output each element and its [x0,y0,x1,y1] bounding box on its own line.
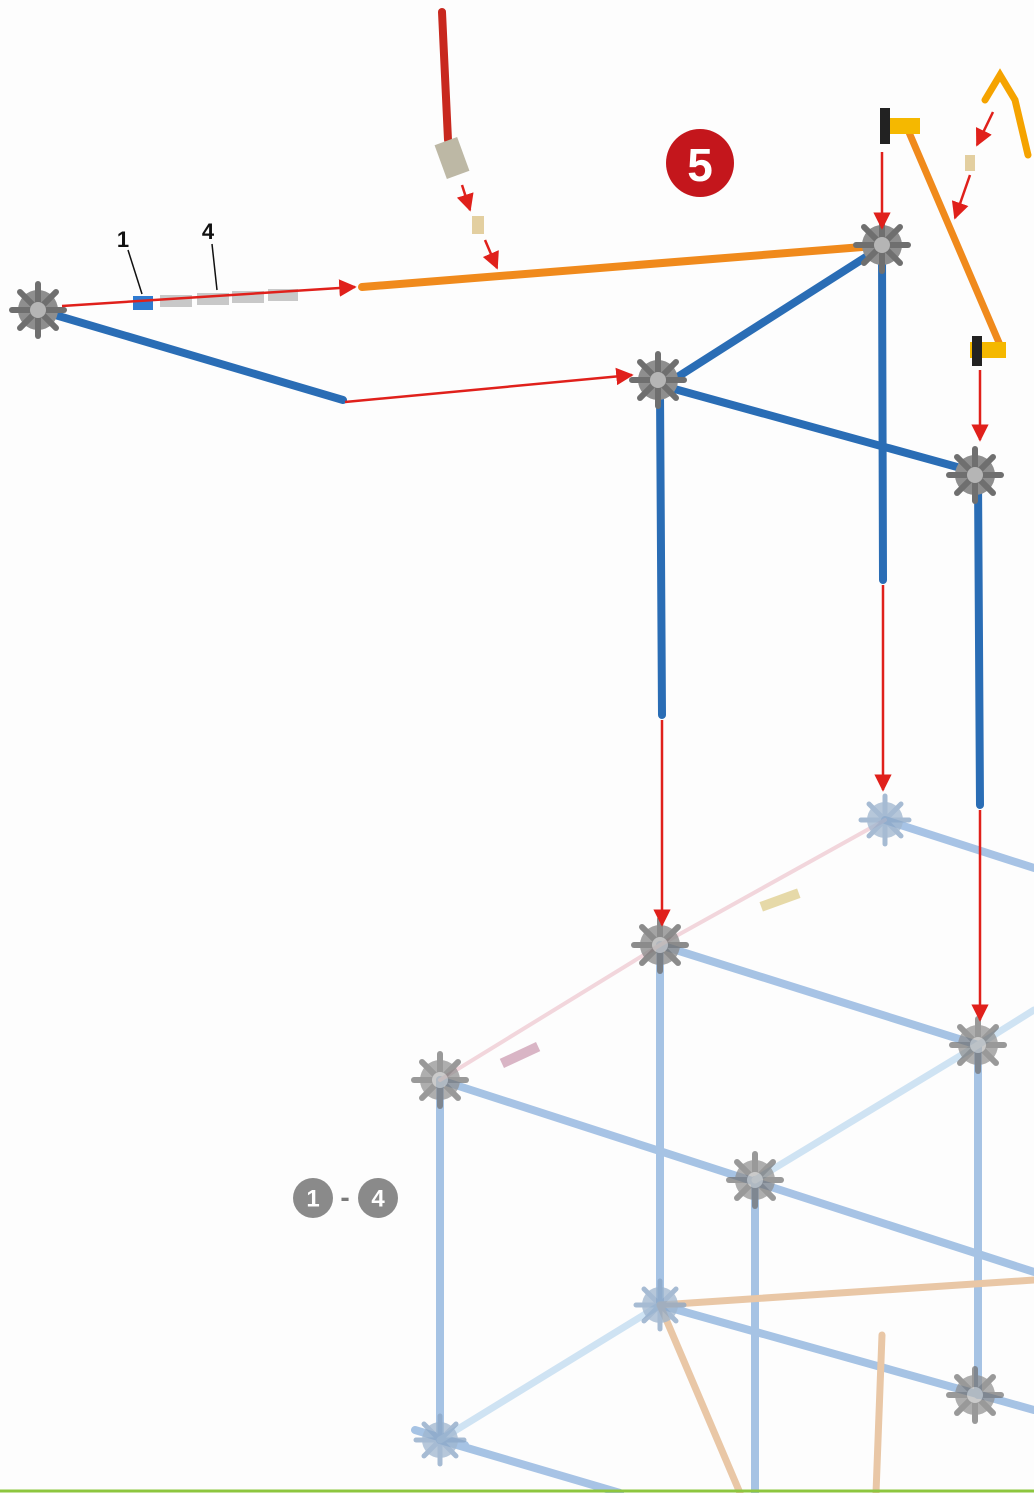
callout-label: 4 [202,219,215,244]
step-badge: 5 [666,129,734,197]
step-number: 5 [687,139,713,191]
previous-step-separator: - [340,1182,349,1213]
previous-structure [414,796,1034,1493]
callouts: 1 4 [117,219,217,294]
page: {"step": {"number": "5"}, "callouts": ["… [0,0,1034,1493]
previous-step-from: 1 [306,1186,319,1213]
step-parts [12,12,1028,805]
previous-step-to: 4 [371,1186,385,1213]
instruction-page: 1 4 5 1 - 4 [0,0,1034,1493]
callout-label: 1 [117,227,129,252]
previous-steps: 1 - 4 [293,1178,398,1218]
